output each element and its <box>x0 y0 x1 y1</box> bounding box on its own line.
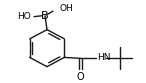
Text: O: O <box>77 72 84 82</box>
Text: HO: HO <box>17 12 31 21</box>
Text: HN: HN <box>97 53 111 62</box>
Text: B: B <box>41 11 49 21</box>
Text: OH: OH <box>59 4 73 13</box>
